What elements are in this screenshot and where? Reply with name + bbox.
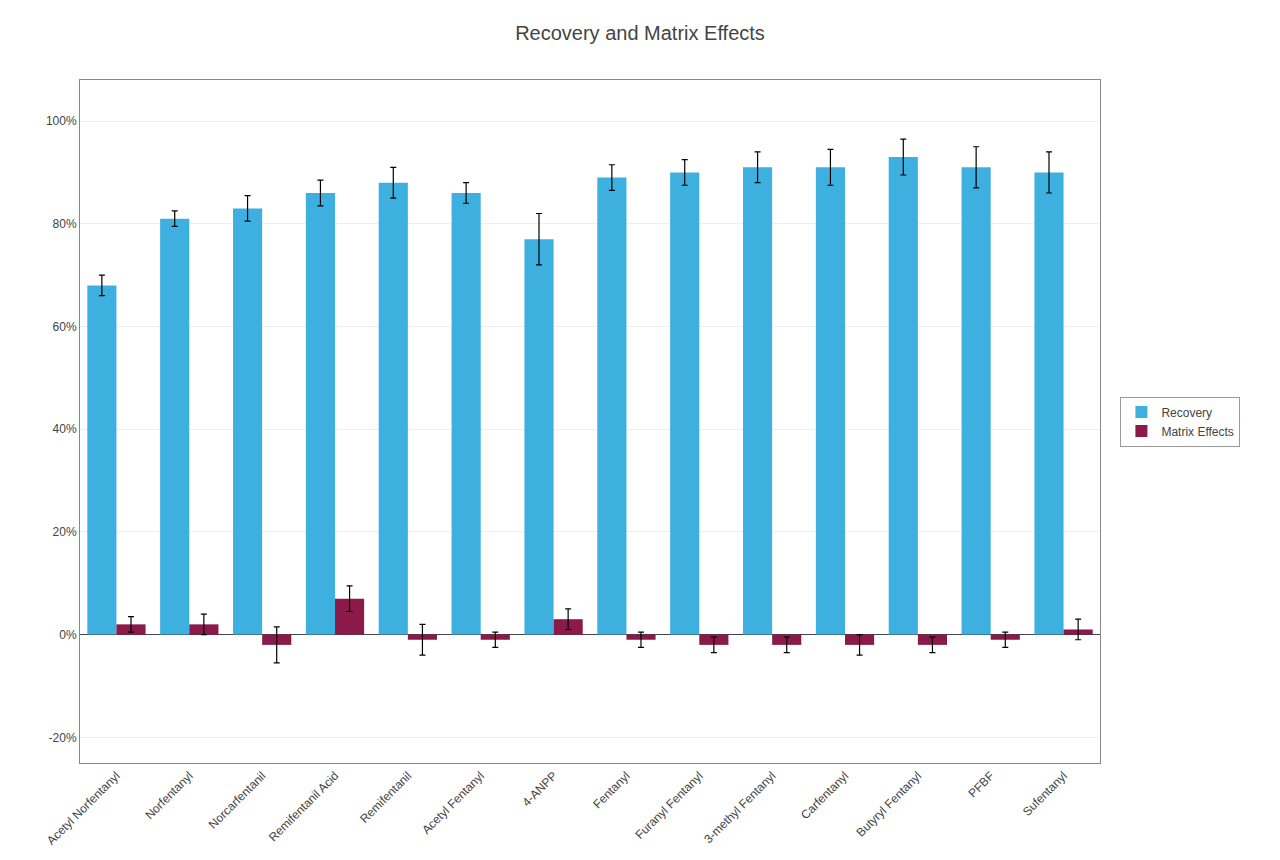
- svg-text:Carfentanyl: Carfentanyl: [798, 769, 851, 822]
- svg-text:Recovery and Matrix Effects: Recovery and Matrix Effects: [515, 22, 765, 44]
- svg-text:Norcarfentanil: Norcarfentanil: [206, 769, 269, 832]
- svg-text:Sufentanyl: Sufentanyl: [1020, 769, 1070, 819]
- svg-text:0%: 0%: [59, 628, 77, 642]
- svg-text:Recovery: Recovery: [1161, 406, 1212, 420]
- svg-text:3-methyl Fentanyl: 3-methyl Fentanyl: [701, 769, 778, 846]
- svg-text:80%: 80%: [53, 217, 77, 231]
- svg-text:Acetyl Norfentanyl: Acetyl Norfentanyl: [44, 769, 123, 848]
- svg-text:Norfentanyl: Norfentanyl: [142, 769, 195, 822]
- svg-text:60%: 60%: [53, 320, 77, 334]
- svg-text:40%: 40%: [53, 422, 77, 436]
- svg-text:Remifentanil Acid: Remifentanil Acid: [266, 769, 341, 844]
- svg-text:Butyryl Fentanyl: Butyryl Fentanyl: [853, 769, 924, 840]
- svg-text:4-ANPP: 4-ANPP: [519, 769, 560, 810]
- svg-text:Furanyl Fentanyl: Furanyl Fentanyl: [633, 769, 706, 842]
- svg-text:Acetyl Fentanyl: Acetyl Fentanyl: [419, 769, 487, 837]
- svg-text:100%: 100%: [46, 114, 77, 128]
- svg-text:Fentanyl: Fentanyl: [590, 769, 632, 811]
- svg-text:20%: 20%: [53, 525, 77, 539]
- svg-text:Remifentanil: Remifentanil: [357, 769, 414, 826]
- svg-text:Matrix Effects: Matrix Effects: [1161, 425, 1233, 439]
- svg-text:PFBF: PFBF: [965, 769, 997, 801]
- svg-text:-20%: -20%: [49, 731, 77, 745]
